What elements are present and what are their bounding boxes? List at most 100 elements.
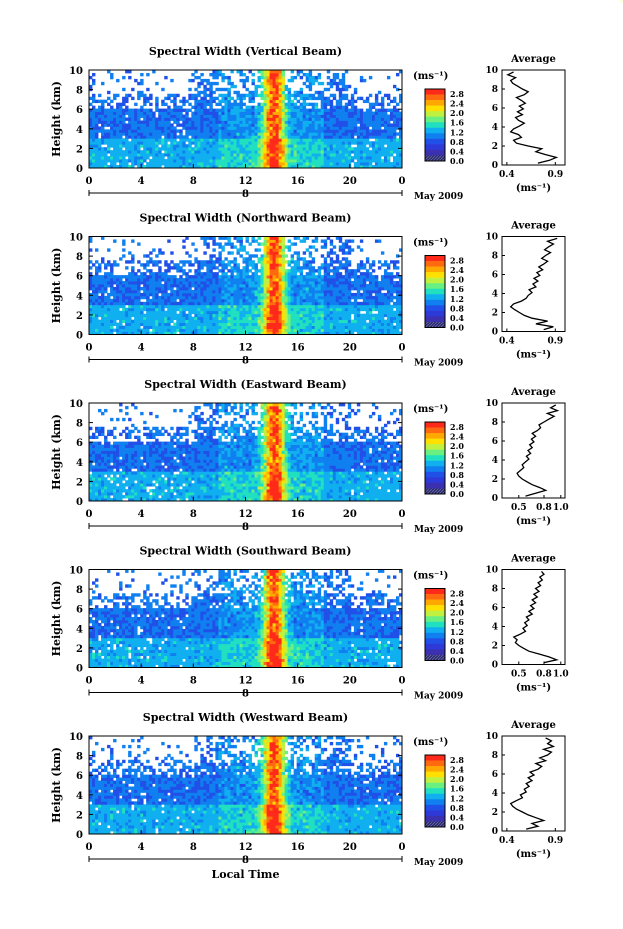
heatmap-cell: [326, 301, 331, 306]
heatmap-cell: [239, 144, 243, 148]
heatmap-cell: [341, 132, 346, 136]
heatmap-cell: [314, 281, 319, 285]
heatmap-cell: [269, 150, 273, 154]
heatmap-cell: [389, 150, 394, 154]
heatmap-cell: [353, 153, 358, 157]
heatmap-cell: [134, 313, 138, 318]
heatmap-cell: [113, 135, 117, 139]
heatmap-cell: [254, 331, 258, 335]
heatmap-cell: [167, 319, 171, 324]
heatmap-cell: [197, 316, 201, 321]
heatmap-cell: [275, 281, 280, 285]
heatmap-cell: [299, 70, 304, 74]
heatmap-cell: [230, 331, 234, 335]
heatmap-cell: [254, 126, 258, 130]
heatmap-cell: [239, 114, 243, 118]
heatmap-cell: [242, 266, 246, 270]
heatmap-cell: [194, 257, 198, 261]
heatmap-cell: [128, 132, 132, 136]
heatmap-cell: [257, 331, 261, 335]
heatmap-cell: [323, 135, 328, 139]
heatmap-cell: [119, 117, 123, 121]
heatmap-cell: [302, 102, 307, 107]
heatmap-cell: [104, 132, 108, 136]
heatmap-cell: [257, 141, 261, 145]
heatmap-cell: [143, 132, 147, 136]
heatmap-cell: [260, 260, 264, 264]
heatmap-cell: [344, 147, 349, 151]
heatmap-cell: [383, 123, 388, 127]
heatmap-cell: [98, 289, 102, 294]
heatmap-cell: [269, 81, 273, 86]
heatmap-cell: [383, 141, 388, 145]
heatmap-cell: [101, 117, 105, 121]
heatmap-cell: [206, 322, 210, 326]
heatmap-cell: [269, 281, 273, 285]
heatmap-cell: [203, 289, 207, 294]
heatmap-cell: [191, 93, 195, 98]
heatmap-cell: [215, 319, 219, 324]
heatmap-cell: [92, 278, 96, 282]
heatmap-cell: [173, 328, 177, 332]
heatmap-cell: [197, 81, 201, 86]
heatmap-cell: [362, 328, 367, 332]
heatmap-cell: [260, 295, 264, 300]
heatmap-cell: [179, 289, 183, 294]
heatmap-cell: [347, 138, 352, 142]
heatmap-cell: [233, 298, 237, 303]
heatmap-cell: [227, 301, 231, 306]
heatmap-cell: [98, 138, 102, 142]
heatmap-cell: [179, 132, 183, 136]
heatmap-cell: [107, 316, 111, 321]
heatmap-cell: [206, 245, 210, 249]
heatmap-cell: [209, 141, 213, 145]
heatmap-cell: [311, 286, 316, 291]
heatmap-cell: [386, 135, 391, 139]
heatmap-cell: [317, 147, 322, 151]
heatmap-cell: [383, 138, 388, 142]
heatmap-cell: [356, 319, 361, 324]
heatmap-cell: [362, 292, 367, 297]
heatmap-cell: [296, 310, 301, 315]
heatmap-cell: [338, 319, 343, 324]
heatmap-cell: [299, 272, 304, 276]
heatmap-cell: [338, 126, 343, 130]
heatmap-cell: [236, 272, 240, 276]
heatmap-cell: [326, 328, 331, 332]
heatmap-cell: [218, 114, 222, 118]
heatmap-cell: [230, 328, 234, 332]
heatmap-cell: [227, 286, 231, 291]
heatmap-cell: [173, 325, 177, 329]
heatmap-cell: [287, 147, 292, 151]
heatmap-cell: [296, 236, 301, 240]
heatmap-cell: [335, 138, 340, 142]
heatmap-cell: [218, 260, 222, 264]
heatmap-cell: [362, 304, 367, 309]
heatmap-cell: [185, 313, 189, 318]
heatmap-cell: [281, 81, 286, 86]
heatmap-cell: [119, 331, 123, 335]
heatmap-cell: [152, 156, 156, 160]
heatmap-cell: [131, 144, 135, 148]
heatmap-cell: [275, 269, 280, 273]
heatmap-cell: [284, 278, 289, 282]
heatmap-cell: [290, 242, 295, 246]
heatmap-cell: [224, 328, 228, 332]
heatmap-cell: [380, 132, 385, 136]
heatmap-cell: [155, 132, 159, 136]
heatmap-cell: [263, 72, 267, 77]
heatmap-cell: [161, 251, 165, 255]
heatmap-cell: [254, 105, 258, 110]
heatmap-cell: [395, 102, 400, 107]
heatmap-cell: [389, 144, 394, 148]
heatmap-cell: [386, 150, 391, 154]
heatmap-cell: [137, 93, 141, 98]
heatmap-cell: [212, 286, 216, 291]
heatmap-cell: [101, 147, 105, 151]
heatmap-cell: [236, 102, 240, 107]
heatmap-cell: [359, 129, 364, 133]
heatmap-cell: [191, 135, 195, 139]
heatmap-cell: [233, 129, 237, 133]
heatmap-cell: [272, 102, 276, 107]
heatmap-cell: [197, 331, 201, 335]
